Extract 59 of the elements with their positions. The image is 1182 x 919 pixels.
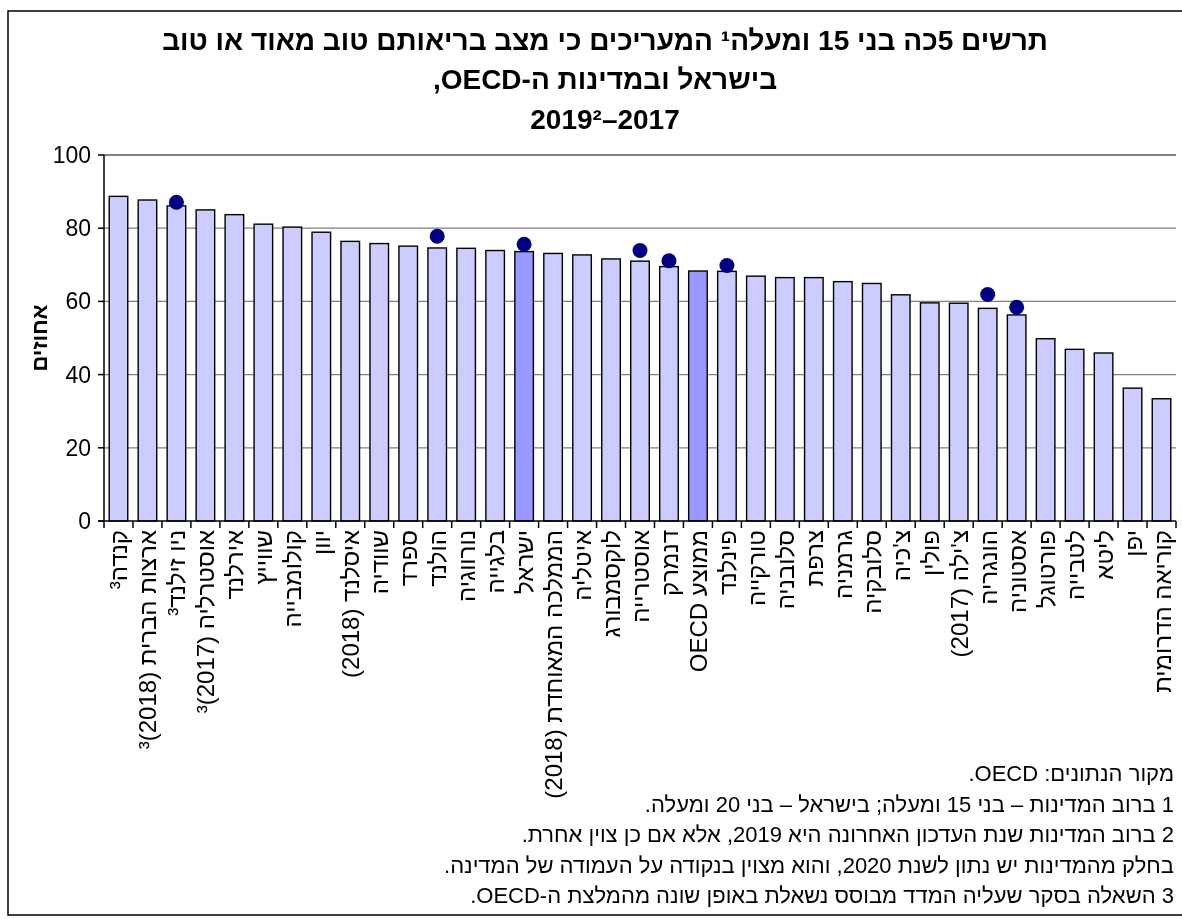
x-tick-label: בלגייה — [481, 530, 509, 594]
x-tick-label: דנמרק — [655, 530, 683, 597]
y-tick-label: 0 — [78, 507, 91, 535]
x-tick-label: איטליה — [568, 530, 596, 601]
x-tick-label: קוריאה הדרומית — [1148, 530, 1175, 693]
x-tick-label: ליטא — [1090, 530, 1118, 580]
x-tick-label: פורטוגל — [1032, 530, 1060, 608]
x-tick-label: שוודיה — [365, 530, 393, 595]
chart-title: תרשים 5כה בני 15 ומעלה¹ המעריכים כי מצב בריאותם טוב מאוד או טוב בישראל ובמדינות ה-OECD, — [161, 24, 1049, 97]
x-tick-label: ממוצע OECD — [684, 530, 712, 673]
y-tick-label: 100 — [52, 141, 91, 169]
point — [429, 228, 445, 244]
point — [516, 236, 532, 252]
x-tick-label: יפן — [1119, 530, 1147, 557]
y-tick-label: 20 — [65, 433, 91, 462]
point — [168, 194, 184, 210]
x-tick-label: צ'ילה (2017) — [945, 530, 973, 658]
x-tick-label: ספרד — [394, 530, 422, 587]
x-tick-label: הונגריה — [974, 530, 1002, 605]
text: 1 ברוב המדינות – בני 15 ומעלה; בישראל – בני 20 ומעלה. — [644, 790, 1174, 819]
point — [719, 258, 735, 274]
x-tick-label: צרפת — [800, 530, 828, 587]
x-tick-label: הולנד — [423, 530, 451, 587]
x-tick-label: פולין — [916, 530, 944, 577]
x-tick-label: צ'כיה — [887, 530, 915, 582]
y-axis-title: אחוזים — [27, 304, 53, 372]
text: בחלק מהמדינות יש נתון לשנת 2020, והוא מצוין בנקודה על העמודה של המדינה. — [444, 851, 1174, 880]
x-tick-label: לוקסמבורג — [597, 530, 625, 638]
text: 3 השאלה בסקר שעליה המדד מבוסס נשאלת באופן שונה מהמלצת ה-OECD. — [470, 882, 1174, 910]
x-tick-label: גרמניה — [829, 530, 857, 600]
x-tick-label: איסלנד (2018) — [336, 530, 364, 678]
x-tick-label: אוסטרליה (2017)³ — [191, 530, 219, 714]
x-tick-label: אירלנד — [220, 530, 248, 600]
x-tick-label: נורווגיה — [452, 530, 480, 602]
point — [632, 243, 648, 259]
x-tick-label: פינלנד — [713, 530, 741, 596]
y-tick-label: 60 — [65, 287, 91, 316]
x-tick-label: יוון — [307, 530, 335, 555]
x-tick-label: ישראל — [510, 530, 538, 594]
x-tick-label: טורקייה — [742, 530, 770, 607]
point — [1009, 299, 1025, 315]
text: 2 ברוב המדינות שנת העדכון האחרונה היא 2019, אלא אם כן צוין אחרת. — [521, 821, 1174, 849]
point — [980, 286, 996, 302]
y-tick-label: 80 — [65, 214, 91, 243]
x-tick-label: ניו זילנד³ — [162, 530, 190, 616]
x-tick-label: קנדה³ — [104, 530, 132, 590]
x-tick-label: הממלכה המאוחדת (2018) — [539, 530, 567, 799]
x-tick-label: אסטוניה — [1003, 530, 1031, 614]
point — [661, 253, 677, 269]
y-tick-label: 40 — [65, 360, 91, 389]
x-tick-label: לטבייה — [1061, 530, 1089, 600]
text: מקור הנתונים: OECD. — [968, 760, 1174, 788]
x-tick-label: ארצות הברית (2018)³ — [133, 530, 161, 750]
x-tick-label: סלובניה — [771, 530, 799, 610]
x-tick-label: שווייץ — [249, 530, 277, 585]
x-tick-label: אוסטרייה — [626, 530, 654, 623]
x-tick-label: סלובקיה — [858, 530, 886, 614]
x-tick-label: קולומבייה — [278, 530, 306, 628]
chart-subtitle: 2017–2019² — [529, 103, 681, 137]
